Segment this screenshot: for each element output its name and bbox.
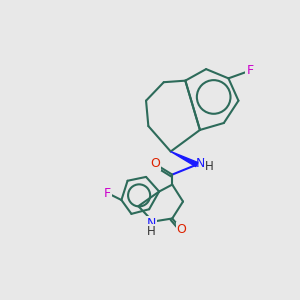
Text: N: N [147, 217, 156, 230]
Text: F: F [104, 187, 111, 200]
Text: F: F [246, 64, 254, 77]
Text: H: H [147, 225, 156, 238]
Text: H: H [205, 160, 214, 173]
Text: O: O [176, 223, 186, 236]
Text: N: N [196, 157, 206, 170]
Polygon shape [171, 152, 198, 167]
Text: O: O [150, 157, 160, 170]
